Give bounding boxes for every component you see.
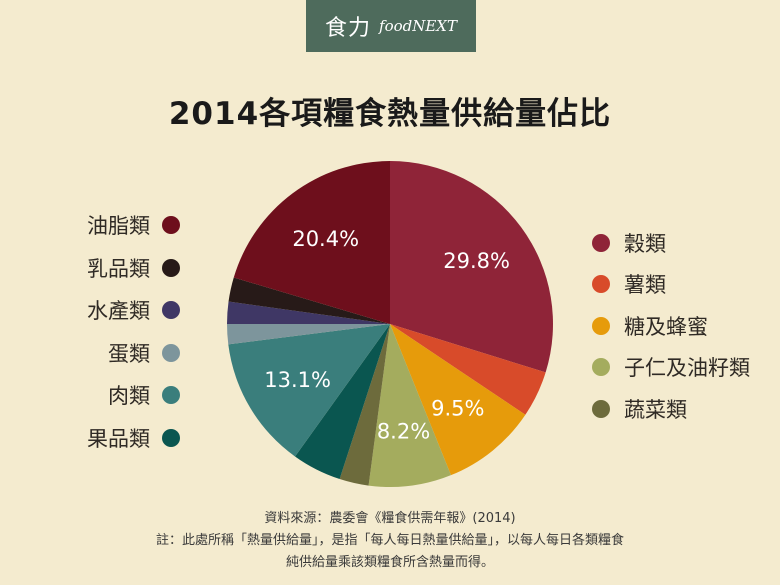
legend-label: 穀類: [624, 231, 666, 256]
pie-slice-4: [368, 324, 451, 487]
legend-label: 糖及蜂蜜: [624, 314, 708, 339]
legend-left-item-4: 蛋類: [87, 332, 180, 375]
legend-right-item-3: 糖及蜂蜜: [592, 305, 750, 347]
legend-label: 子仁及油籽類: [624, 356, 750, 381]
legend-label: 果品類: [87, 426, 150, 451]
legend-label: 蔬菜類: [624, 397, 687, 422]
pie-slice-9: [227, 301, 390, 324]
pie-slice-7: [228, 324, 390, 457]
legend-swatch: [592, 358, 610, 377]
legend-swatch: [162, 258, 180, 277]
legend-left-item-3: 水產類: [87, 289, 180, 332]
legend-swatch: [592, 316, 610, 335]
legend-left-item-6: 果品類: [87, 417, 180, 460]
footer: 資料來源：農委會《糧食供需年報》(2014) 註：此處所稱「熱量供給量」，是指「…: [0, 508, 780, 574]
legend-right-item-2: 薯類: [592, 264, 750, 306]
legend-left-item-5: 肉類: [87, 374, 180, 417]
pie-data-label-3: 9.5%: [431, 397, 484, 421]
legend-swatch: [592, 399, 610, 418]
pie-slice-3: [390, 324, 526, 476]
pie-slice-5: [339, 324, 390, 486]
pie-slice-11: [233, 161, 390, 324]
legend-label: 肉類: [108, 384, 150, 409]
brand-logo: 食力 foodNEXT: [306, 0, 476, 52]
pie-data-label-7: 13.1%: [264, 368, 331, 392]
pie-slice-1: [390, 161, 553, 373]
pie-slice-2: [390, 324, 546, 415]
pie-data-label-4: 8.2%: [377, 420, 430, 444]
brand-name-cn: 食力: [325, 16, 372, 41]
legend-swatch: [162, 216, 180, 235]
legend-swatch: [162, 343, 180, 362]
pie-slice-10: [228, 277, 390, 324]
legend-swatch: [592, 275, 610, 294]
legend-swatch: [162, 386, 180, 405]
legend-label: 油脂類: [87, 214, 150, 239]
brand-name-en: foodNEXT: [379, 17, 457, 35]
legend-right-item-5: 蔬菜類: [592, 388, 750, 430]
legend-left-item-2: 乳品類: [87, 247, 180, 290]
legend-swatch: [162, 301, 180, 320]
pie-slice-8: [227, 324, 390, 345]
legend-label: 蛋類: [108, 341, 150, 366]
legend-label: 薯類: [624, 273, 666, 298]
chart-title: 2014各項糧食熱量供給量佔比: [168, 96, 612, 132]
legend-swatch: [162, 428, 180, 447]
pie-data-label-1: 29.8%: [443, 249, 510, 273]
legend-right-item-1: 穀類: [592, 222, 750, 264]
source-note: 資料來源：農委會《糧食供需年報》(2014): [264, 511, 516, 526]
legend-label: 乳品類: [87, 256, 150, 281]
legend-left-item-1: 油脂類: [87, 204, 180, 247]
pie-data-label-11: 20.4%: [292, 227, 359, 251]
footnote-line-2: 純供給量乘該類糧食所含熱量而得。: [285, 555, 494, 570]
footnote-line-1: 註：此處所稱「熱量供給量」，是指「每人每日熱量供給量」，以每人每日各類糧食: [155, 533, 624, 548]
legend-swatch: [592, 233, 610, 252]
legend-label: 水產類: [87, 299, 150, 324]
legend-right-item-4: 子仁及油籽類: [592, 347, 750, 389]
legend-right: 穀類薯類糖及蜂蜜子仁及油籽類 蔬菜類: [592, 222, 750, 430]
pie-slice-6: [295, 324, 390, 480]
legend-left: 油脂類乳品類水產類蛋類肉類果品類: [87, 204, 180, 459]
